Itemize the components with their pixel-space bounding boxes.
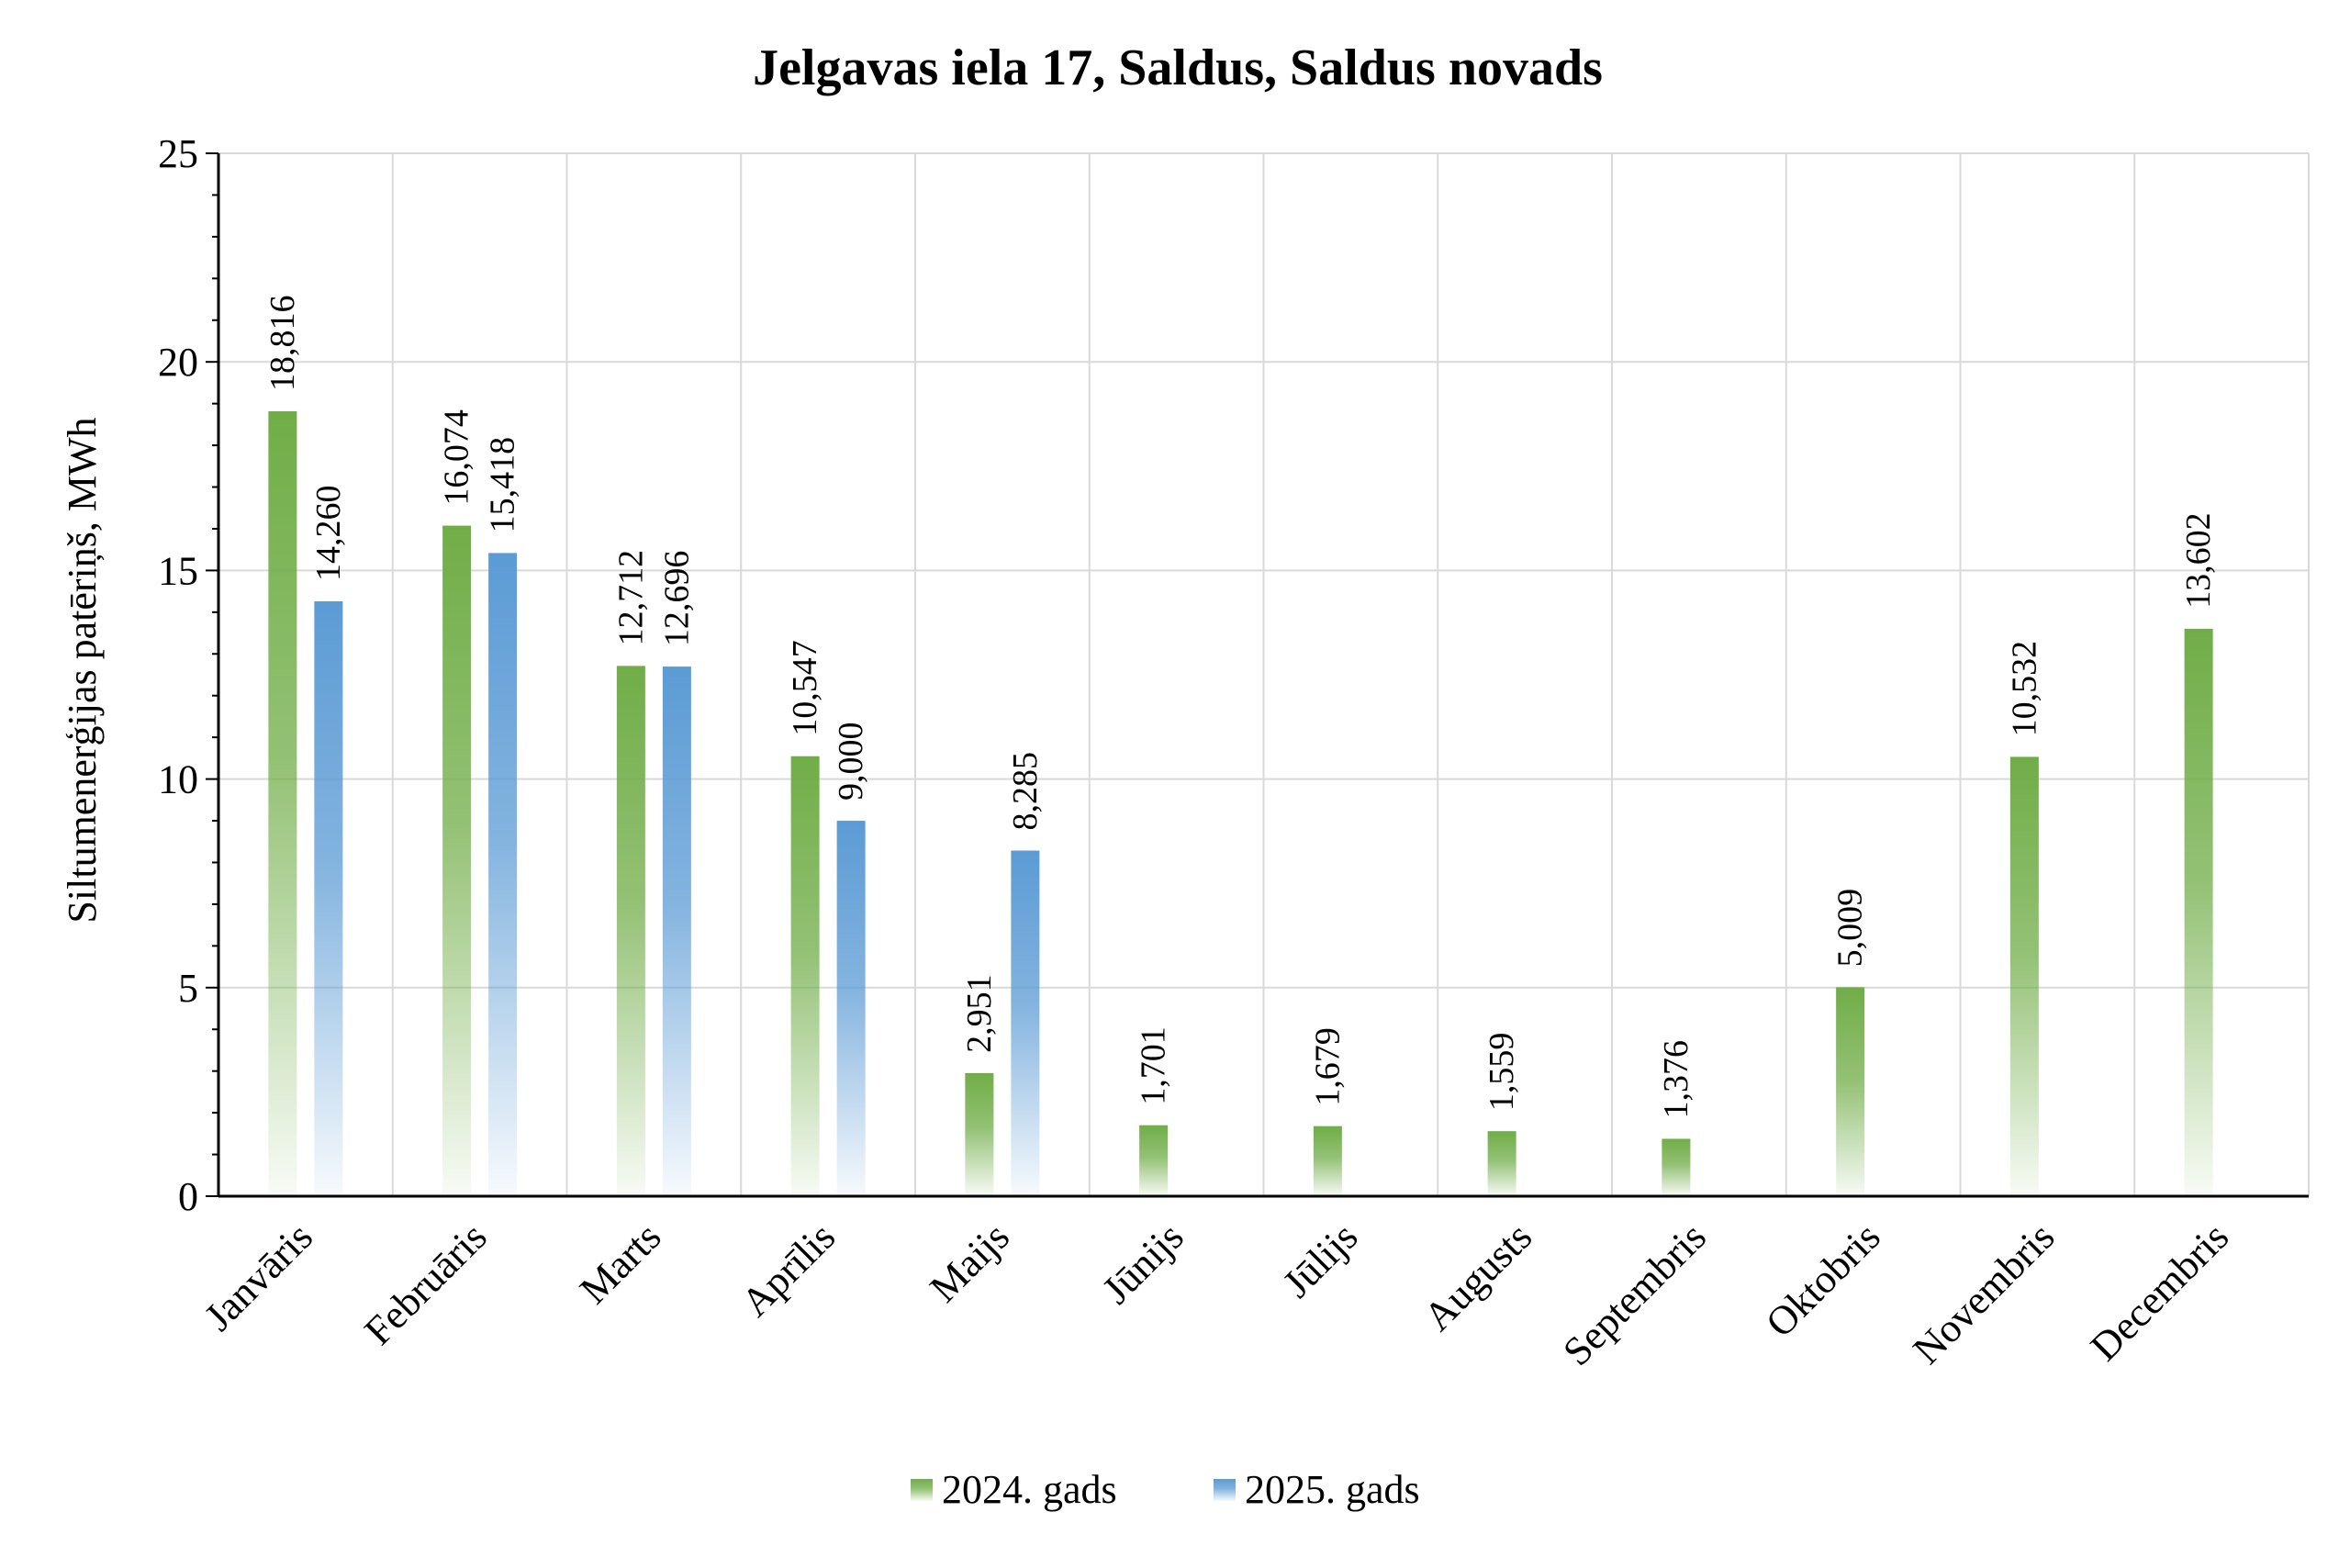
bar-series1 — [616, 666, 645, 1196]
data-label: 1,679 — [1308, 1027, 1347, 1106]
data-label: 5,009 — [1831, 889, 1870, 968]
data-label: 1,376 — [1657, 1040, 1695, 1119]
y-tick-label: 25 — [158, 131, 198, 176]
bar-series2 — [836, 821, 866, 1196]
y-tick-label: 15 — [158, 548, 198, 593]
bars-group: 18,816 14,260 16,074 15,418 12,712 12,696 10,5… — [263, 296, 2218, 1196]
bar-series2 — [662, 666, 691, 1196]
y-tick-label: 5 — [178, 966, 198, 1011]
data-label: 1,701 — [1135, 1026, 1173, 1105]
data-label: 8,285 — [1006, 752, 1045, 831]
data-label: 2,951 — [960, 974, 999, 1053]
x-tick-label: Decembris — [2082, 1214, 2237, 1369]
bar-series1 — [268, 411, 297, 1196]
x-tick-label: Jūnijs — [1093, 1214, 1192, 1312]
x-tick-label: Janvāris — [196, 1214, 321, 1339]
data-label: 18,816 — [263, 296, 302, 392]
data-label: 10,532 — [2005, 641, 2043, 737]
bar-series1 — [1662, 1138, 1691, 1196]
y-tick-label: 20 — [158, 340, 198, 385]
data-label: 12,696 — [657, 551, 696, 647]
bar-series1 — [2009, 756, 2039, 1196]
legend-label: 2025. gads — [1245, 1467, 1420, 1512]
data-label: 12,712 — [611, 550, 650, 646]
bar-series1 — [1487, 1131, 1516, 1196]
bar-series1 — [1139, 1125, 1169, 1196]
x-tick-label: Maijs — [921, 1214, 1018, 1311]
bar-series1 — [965, 1072, 994, 1196]
bar-series2 — [314, 601, 343, 1196]
x-tick-label: Marts — [571, 1214, 669, 1312]
y-tick-label: 10 — [158, 757, 198, 802]
bar-series1 — [790, 756, 820, 1196]
x-tick-label: Jūlijs — [1274, 1214, 1366, 1305]
legend-label: 2024. gads — [942, 1467, 1117, 1512]
x-tick-label: Augusts — [1416, 1214, 1541, 1339]
data-label: 1,559 — [1483, 1033, 1521, 1112]
bar-series2 — [1011, 850, 1040, 1196]
x-tick-label: Februāris — [356, 1214, 496, 1353]
bar-series1 — [1313, 1126, 1342, 1196]
legend-swatch — [1214, 1479, 1236, 1501]
x-tick-label: Novembris — [1905, 1214, 2064, 1372]
data-label: 16,074 — [438, 409, 476, 506]
data-label: 10,547 — [786, 640, 824, 736]
gridlines — [218, 152, 2310, 1196]
data-label: 9,000 — [832, 722, 870, 801]
axes: 0 5 10 15 20 25 Janvāris Februāris Marts Aprīlis M… — [158, 131, 2309, 1374]
x-tick-label: Oktobris — [1757, 1214, 1889, 1346]
x-tick-label: Septembris — [1554, 1214, 1715, 1374]
x-tick-label: Aprīlis — [733, 1214, 844, 1325]
legend-swatch — [911, 1479, 933, 1501]
bar-series1 — [442, 525, 472, 1196]
legend: 2024. gads 2025. gads — [911, 1467, 1420, 1512]
y-tick-label: 0 — [178, 1174, 198, 1219]
data-label: 15,418 — [484, 437, 522, 533]
data-label: 13,602 — [2179, 512, 2218, 609]
bar-series1 — [1836, 987, 1865, 1196]
bar-series1 — [2184, 628, 2213, 1196]
chart-title: Jelgavas iela 17, Saldus, Saldus novads — [753, 39, 1603, 96]
y-axis-label: Siltumenerģijas patēriņš, MWh — [60, 417, 105, 923]
data-label: 14,260 — [309, 486, 348, 582]
bar-series2 — [488, 553, 518, 1196]
